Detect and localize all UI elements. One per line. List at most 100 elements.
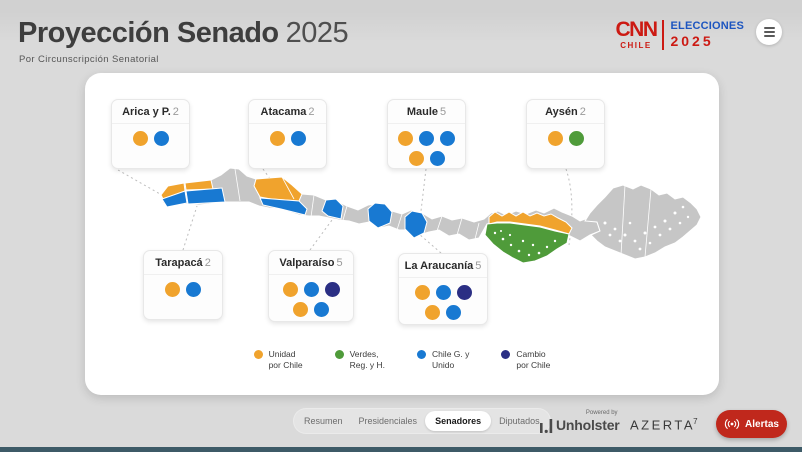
legend-label: Unidad por Chile: [268, 349, 303, 371]
map-region-araucania-blue: [404, 210, 428, 239]
seat-dots: [280, 282, 342, 317]
cnn-chile-text: CHILE: [620, 41, 652, 50]
region-seat-count: 5: [475, 260, 482, 272]
region-card-atacama[interactable]: Atacama 2: [248, 99, 327, 169]
legend-label: Cambio por Chile: [516, 349, 551, 371]
legend-label: Verdes, Reg. y H.: [349, 349, 386, 371]
section-tabs: Resumen Presidenciales Senadores Diputad…: [293, 408, 551, 434]
azerta-mark: 7: [693, 417, 698, 426]
region-card-valparaiso[interactable]: Valparaíso 5: [268, 250, 354, 322]
legend-label: Chile G. y Unido: [432, 349, 470, 371]
tab-diputados[interactable]: Diputados: [491, 411, 548, 431]
tab-resumen[interactable]: Resumen: [296, 411, 351, 431]
seat-dot-orange: [398, 131, 413, 146]
seat-dot-blue: [440, 131, 455, 146]
region-card-arica[interactable]: Arica y P. 2: [111, 99, 190, 169]
region-card-araucania[interactable]: La Araucanía 5: [398, 253, 488, 325]
cnn-logo-text: CNN: [615, 18, 658, 41]
region-card-maule[interactable]: Maule 5: [387, 99, 466, 169]
region-card-title: Aysén 2: [527, 100, 604, 124]
legend-dot: [253, 350, 263, 359]
map-fjord-texture: [493, 205, 690, 257]
seat-dot-blue: [153, 131, 169, 146]
logo-divider: [662, 19, 665, 50]
tab-presidenciales[interactable]: Presidenciales: [351, 411, 426, 431]
seat-dots: [257, 131, 319, 146]
alerts-label: Alertas: [745, 418, 779, 430]
legend-dot: [417, 350, 427, 359]
map-region-tarapaca-orange: [184, 179, 214, 191]
page-subtitle: Por Circunscripción Senatorial: [19, 54, 159, 65]
map-inner-borders: [234, 168, 652, 258]
seat-dot-orange: [414, 285, 430, 300]
map-region-valparaiso-blue: [321, 198, 344, 220]
seat-dot-green: [568, 131, 584, 146]
legend-item-verdes: Verdes, Reg. y H.: [334, 349, 386, 371]
region-seat-count: 5: [440, 106, 447, 118]
region-card-title: La Araucanía 5: [399, 254, 487, 278]
map-region-arica-blue: [161, 190, 188, 208]
unholster-text: Unholster: [556, 417, 620, 433]
seat-dot-orange: [282, 282, 298, 297]
map-region-magallanes: [584, 184, 702, 260]
region-card-title: Atacama 2: [249, 100, 326, 124]
seat-dots: [396, 131, 458, 166]
seat-dot-orange: [132, 131, 148, 146]
region-seat-count: 2: [172, 106, 179, 118]
connector-maule: [420, 168, 427, 212]
region-card-aysen[interactable]: Aysén 2: [526, 99, 605, 169]
cnn-elecciones-logo: CNN CHILE ELECCIONES 2025: [615, 19, 744, 50]
region-card-title: Arica y P. 2: [112, 100, 189, 124]
seat-dots: [412, 285, 474, 320]
region-card-title: Valparaíso 5: [269, 251, 353, 275]
seat-dot-blue: [419, 131, 434, 146]
seat-dot-blue: [186, 282, 201, 297]
map-region-south-orange: [488, 211, 573, 235]
seat-dot-blue: [429, 151, 445, 166]
tab-senadores[interactable]: Senadores: [425, 411, 492, 431]
region-card-tarapaca[interactable]: Tarapacá 2: [143, 250, 223, 320]
legend-item-cambio: Cambio por Chile: [501, 349, 550, 371]
seat-dots: [152, 282, 214, 297]
legend-item-chile-g: Chile G. y Unido: [417, 349, 469, 371]
elecciones-text: ELECCIONES: [670, 20, 744, 32]
region-seat-count: 5: [336, 257, 343, 269]
region-seat-count: 2: [579, 106, 586, 118]
unholster-mark-icon: [540, 419, 553, 433]
hamburger-menu-button[interactable]: [756, 19, 782, 45]
map-atacama-border: [281, 176, 295, 200]
bottom-accent-strip: [0, 447, 802, 452]
connector-valparaiso: [309, 219, 333, 251]
alerts-button[interactable]: Alertas: [716, 410, 787, 438]
seat-dots: [120, 131, 182, 146]
connector-araucania: [418, 233, 442, 254]
projection-panel: Arica y P. 2 Atacama 2 Maule 5 Aysén 2 Tarap…: [85, 73, 719, 395]
seat-dots: [535, 131, 597, 146]
page-title-year: 2025: [285, 17, 349, 49]
legend-dot: [334, 350, 344, 359]
seat-dot-blue: [303, 282, 319, 297]
seat-dot-orange: [425, 305, 440, 320]
seat-dot-blue: [290, 131, 306, 146]
seat-dot-blue: [446, 305, 461, 320]
region-card-title: Maule 5: [388, 100, 465, 124]
region-seat-count: 2: [308, 106, 315, 118]
seat-dot-blue: [435, 285, 451, 300]
seat-dot-navy: [324, 282, 340, 297]
page-title: Proyección Senado 2025: [18, 17, 349, 50]
map-region-atacama-orange: [253, 176, 303, 202]
party-legend: Unidad por Chile Verdes, Reg. y H. Chile G…: [85, 349, 719, 371]
seat-dot-orange: [269, 131, 285, 146]
elecciones-year: 2025: [670, 33, 714, 49]
region-seat-count: 2: [204, 257, 211, 269]
seat-dot-orange: [293, 302, 308, 317]
broadcast-icon: [724, 419, 740, 429]
region-card-title: Tarapacá 2: [144, 251, 222, 275]
seat-dot-orange: [165, 282, 180, 297]
seat-dot-blue: [314, 302, 329, 317]
hamburger-icon: [763, 26, 775, 29]
seat-dot-orange: [408, 151, 424, 166]
legend-item-unidad: Unidad por Chile: [253, 349, 303, 371]
unholster-logo: Powered by Unholster: [540, 410, 620, 433]
azerta-logo: AZERTA7: [630, 417, 698, 433]
